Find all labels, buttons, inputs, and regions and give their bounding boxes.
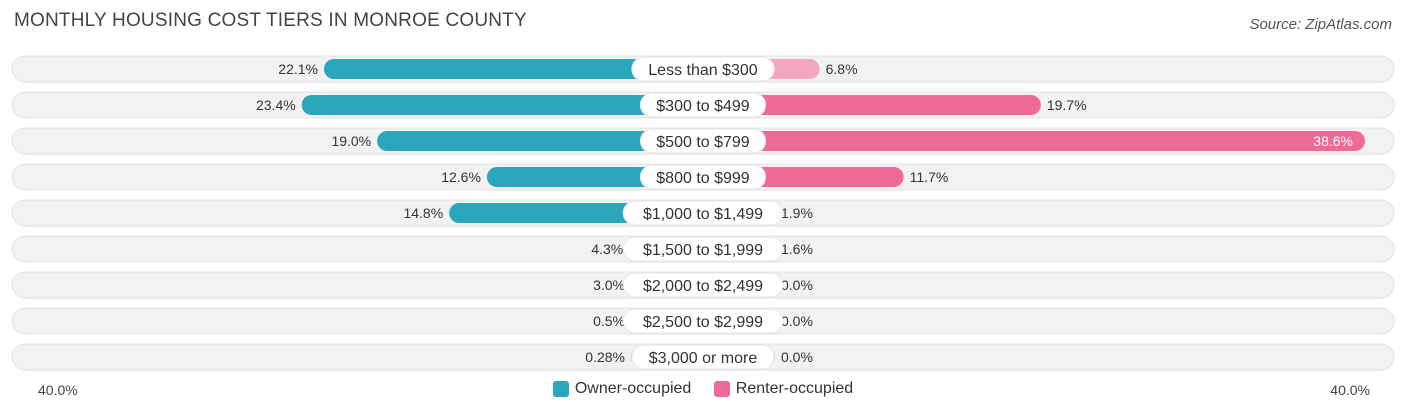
owner-bar <box>323 59 703 79</box>
category-pill <box>622 200 784 226</box>
owner-value-label: 22.1% <box>278 61 318 77</box>
legend-label-owner: Owner-occupied <box>574 380 692 397</box>
renter-value-label: 1.6% <box>781 241 813 257</box>
owner-value-label: 4.3% <box>591 241 623 257</box>
chart-title: MONTHLY HOUSING COST TIERS IN MONROE COU… <box>14 10 527 31</box>
renter-value-label: 38.6% <box>1313 133 1353 149</box>
category-pill <box>639 164 767 190</box>
legend-swatch-owner <box>552 381 569 397</box>
category-label: $2,500 to $2,999 <box>643 314 763 331</box>
category-label: $500 to $799 <box>656 134 750 151</box>
category-label: $800 to $999 <box>656 170 750 187</box>
category-pill <box>622 236 784 262</box>
owner-bar <box>301 95 703 115</box>
owner-value-label: 19.0% <box>331 133 371 149</box>
category-pill <box>622 308 784 334</box>
category-label: $1,000 to $1,499 <box>643 206 763 223</box>
owner-value-label: 23.4% <box>256 97 296 113</box>
owner-value-label: 0.28% <box>585 349 625 365</box>
owner-value-label: 12.6% <box>441 169 481 185</box>
legend-item-owner: Owner-occupied <box>552 380 692 398</box>
legend-swatch-renter <box>713 381 730 397</box>
renter-value-label: 19.7% <box>1047 97 1087 113</box>
axis-right-label: 40.0% <box>1330 382 1370 398</box>
renter-value-label: 11.7% <box>910 169 949 185</box>
legend-label-renter: Renter-occupied <box>735 380 854 397</box>
category-pill <box>631 56 775 82</box>
renter-value-label: 1.9% <box>781 205 813 221</box>
category-label: $1,500 to $1,999 <box>643 242 763 259</box>
renter-bar <box>703 131 1365 151</box>
category-pill <box>631 344 775 370</box>
renter-bar <box>703 95 1041 115</box>
category-label: $300 to $499 <box>656 98 750 115</box>
axis-left-label: 40.0% <box>38 382 78 398</box>
chart-source: Source: ZipAtlas.com <box>1249 16 1392 33</box>
owner-value-label: 14.8% <box>403 205 443 221</box>
category-pill <box>622 272 784 298</box>
legend-item-renter: Renter-occupied <box>713 380 854 398</box>
legend: Owner-occupied Renter-occupied <box>0 380 1406 402</box>
owner-value-label: 3.0% <box>593 277 625 293</box>
category-pill <box>639 92 767 118</box>
owner-value-label: 0.5% <box>593 313 625 329</box>
category-label: $3,000 or more <box>649 350 758 367</box>
owner-bar <box>377 131 703 151</box>
renter-value-label: 0.0% <box>781 313 813 329</box>
renter-value-label: 6.8% <box>826 61 858 77</box>
category-label: Less than $300 <box>648 62 758 79</box>
renter-value-label: 0.0% <box>781 349 813 365</box>
category-label: $2,000 to $2,499 <box>643 278 763 295</box>
category-pill <box>639 128 767 154</box>
renter-value-label: 0.0% <box>781 277 813 293</box>
